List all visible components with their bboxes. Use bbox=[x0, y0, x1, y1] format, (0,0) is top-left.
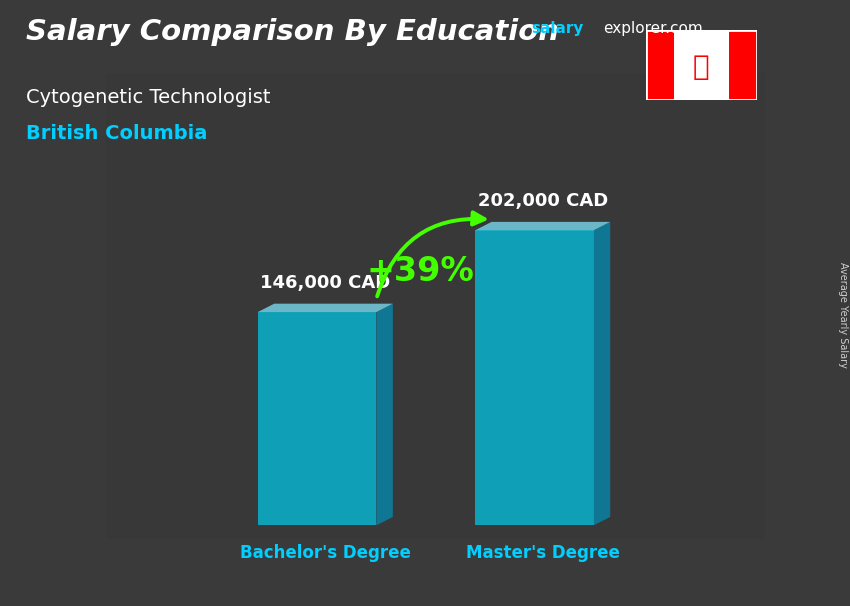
Text: Average Yearly Salary: Average Yearly Salary bbox=[838, 262, 848, 368]
Text: British Columbia: British Columbia bbox=[26, 124, 207, 143]
Bar bbox=[728, 30, 756, 100]
Polygon shape bbox=[377, 304, 393, 525]
FancyArrowPatch shape bbox=[377, 212, 484, 296]
Text: 🍁: 🍁 bbox=[693, 53, 710, 81]
Polygon shape bbox=[475, 222, 610, 230]
Polygon shape bbox=[258, 304, 393, 312]
Polygon shape bbox=[258, 312, 377, 525]
Text: Master's Degree: Master's Degree bbox=[466, 544, 620, 562]
Text: salary: salary bbox=[531, 21, 584, 36]
Text: Bachelor's Degree: Bachelor's Degree bbox=[240, 544, 411, 562]
Bar bbox=[646, 30, 673, 100]
Text: Salary Comparison By Education: Salary Comparison By Education bbox=[26, 18, 558, 46]
Text: +39%: +39% bbox=[367, 255, 474, 287]
Polygon shape bbox=[475, 230, 593, 525]
Bar bbox=[673, 30, 728, 100]
Polygon shape bbox=[593, 222, 610, 525]
Text: explorer.com: explorer.com bbox=[604, 21, 703, 36]
Text: 202,000 CAD: 202,000 CAD bbox=[478, 192, 608, 210]
Text: Cytogenetic Technologist: Cytogenetic Technologist bbox=[26, 88, 270, 107]
Text: 146,000 CAD: 146,000 CAD bbox=[260, 274, 390, 292]
